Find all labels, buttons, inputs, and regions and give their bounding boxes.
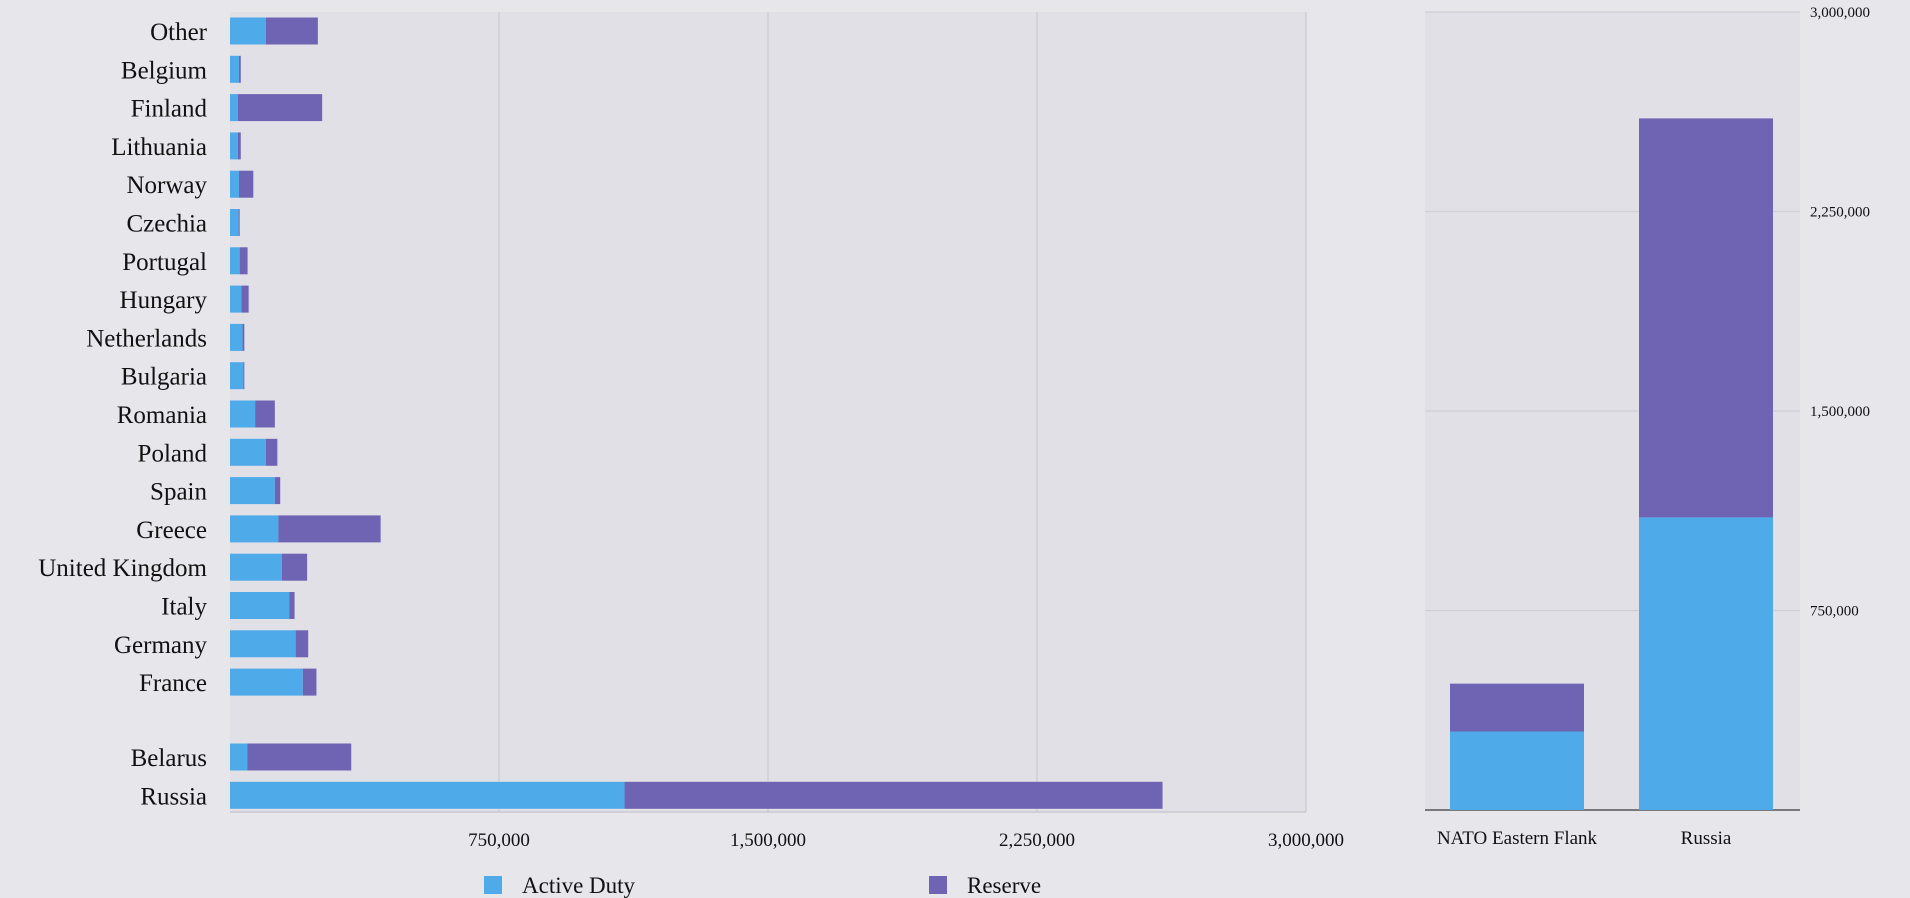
category-label-hungary: Hungary	[120, 287, 208, 314]
bar-lithuania-reserve	[237, 132, 241, 160]
category-label-spain: Spain	[150, 479, 207, 506]
category-label-greece: Greece	[136, 517, 207, 544]
column-label-russia: Russia	[1681, 828, 1732, 849]
column-nato-eastern-flank-reserve	[1450, 683, 1584, 732]
bar-belgium-reserve	[238, 55, 241, 83]
bar-finland-reserve	[237, 94, 323, 122]
bar-romania-active-duty	[230, 400, 256, 428]
category-label-finland: Finland	[131, 96, 208, 123]
bar-france-reserve	[302, 668, 317, 696]
bar-belgium-active-duty	[230, 55, 239, 83]
y-tick-label: 2,250,000	[1810, 205, 1870, 221]
legend-label-active-duty: Active Duty	[522, 873, 636, 898]
bar-russia-active-duty	[230, 781, 625, 809]
column-label-nato-eastern-flank: NATO Eastern Flank	[1437, 828, 1598, 849]
category-label-portugal: Portugal	[122, 249, 207, 276]
bar-poland-reserve	[265, 438, 278, 466]
y-tick-label: 750,000	[1810, 604, 1859, 620]
country-breakdown-chart: 750,000 1,500,000 2,250,000 3,000,000 Other B…	[38, 12, 1344, 851]
bar-romania-reserve	[255, 400, 275, 428]
bar-hungary-active-duty	[230, 285, 242, 313]
bar-poland-active-duty	[230, 438, 266, 466]
column-russia-active-duty	[1639, 517, 1773, 810]
legend-swatch-active-duty	[484, 876, 502, 894]
category-label-lithuania: Lithuania	[111, 134, 207, 161]
category-label-bulgaria: Bulgaria	[121, 364, 207, 391]
legend-label-reserve: Reserve	[967, 873, 1041, 898]
category-label-poland: Poland	[138, 440, 208, 467]
bar-greece-reserve	[278, 515, 381, 543]
category-label-belarus: Belarus	[131, 745, 207, 772]
category-label-france: France	[139, 670, 207, 697]
bar-czechia-reserve	[238, 209, 240, 236]
bar-belarus-reserve	[247, 743, 352, 771]
bar-italy-reserve	[289, 592, 295, 619]
category-label-czechia: Czechia	[126, 211, 207, 238]
column-nato-eastern-flank-active-duty	[1450, 731, 1584, 810]
bar-germany-active-duty	[230, 630, 296, 658]
legend-swatch-reserve	[929, 876, 947, 894]
bar-norway-reserve	[238, 170, 254, 198]
bar-russia-reserve	[624, 781, 1163, 809]
category-label-belgium: Belgium	[121, 57, 208, 84]
category-label-united-kingdom: United Kingdom	[38, 555, 207, 582]
category-label-italy: Italy	[161, 594, 207, 621]
category-label-russia: Russia	[140, 783, 207, 810]
bar-spain-active-duty	[230, 477, 275, 505]
bar-portugal-active-duty	[230, 247, 240, 275]
bar-norway-active-duty	[230, 170, 239, 198]
bar-united-kingdom-active-duty	[230, 553, 283, 581]
bar-other-active-duty	[230, 17, 266, 45]
bar-belarus-active-duty	[230, 743, 248, 771]
category-label-norway: Norway	[126, 172, 207, 199]
y-tick-label: 1,500,000	[1810, 404, 1870, 420]
legend: Active Duty Reserve	[484, 873, 1041, 898]
bar-finland-active-duty	[230, 94, 238, 122]
column-russia-reserve	[1639, 118, 1773, 518]
bar-czechia-active-duty	[230, 209, 239, 236]
bar-netherlands-reserve	[242, 323, 245, 351]
bar-other-reserve	[265, 17, 318, 45]
bar-greece-active-duty	[230, 515, 279, 543]
category-label-germany: Germany	[114, 632, 208, 659]
bar-lithuania-active-duty	[230, 132, 238, 160]
category-label-other: Other	[150, 19, 208, 46]
bar-spain-reserve	[274, 477, 281, 505]
bar-bulgaria-reserve	[243, 362, 245, 390]
totals-comparison-chart: 750,000 1,500,000 2,250,000 3,000,000 NATO E…	[1425, 5, 1870, 849]
bar-netherlands-active-duty	[230, 323, 243, 351]
x-tick-label: 1,500,000	[730, 830, 806, 851]
bar-united-kingdom-reserve	[282, 553, 308, 581]
bar-italy-active-duty	[230, 592, 290, 619]
y-tick-label: 3,000,000	[1810, 5, 1870, 21]
bar-bulgaria-active-duty	[230, 362, 244, 390]
x-tick-label: 2,250,000	[999, 830, 1075, 851]
bar-portugal-reserve	[239, 247, 248, 275]
bar-germany-reserve	[295, 630, 309, 658]
category-label-netherlands: Netherlands	[86, 325, 207, 352]
x-tick-label: 3,000,000	[1268, 830, 1344, 851]
bar-france-active-duty	[230, 668, 303, 696]
bar-hungary-reserve	[241, 285, 249, 313]
category-label-romania: Romania	[117, 402, 207, 429]
x-tick-label: 750,000	[468, 830, 530, 851]
